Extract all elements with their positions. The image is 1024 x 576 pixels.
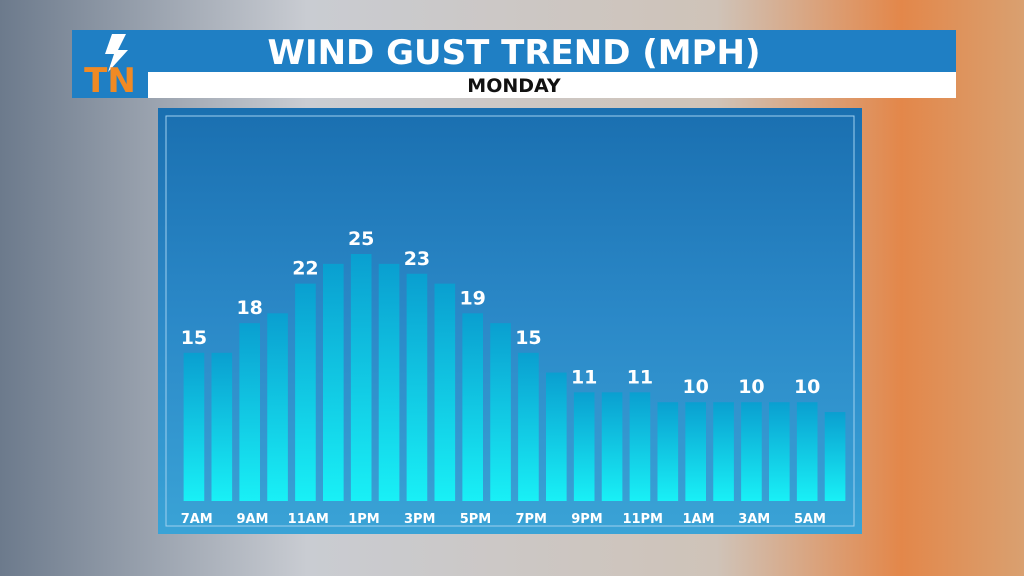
value-label: 10 — [682, 376, 708, 398]
plot-border — [165, 115, 855, 527]
x-tick-label: 5PM — [460, 512, 492, 527]
value-label: 23 — [404, 248, 430, 270]
bar — [462, 313, 484, 501]
value-label: 22 — [292, 258, 318, 280]
x-tick-label: 1AM — [682, 512, 714, 527]
title-bar — [72, 30, 956, 72]
bar — [267, 313, 288, 501]
value-label: 25 — [348, 228, 374, 250]
bar — [350, 254, 372, 501]
logo-bolt — [105, 34, 128, 72]
value-label: 11 — [571, 366, 597, 388]
chart-title: WIND GUST TREND (MPH) — [267, 33, 760, 73]
bar — [378, 263, 400, 501]
bar — [406, 273, 428, 501]
bar — [295, 283, 316, 501]
x-tick-label: 3AM — [738, 512, 770, 527]
x-tick-label: 5AM — [794, 512, 826, 527]
logo: TN — [84, 61, 136, 101]
bar — [183, 352, 205, 501]
bar — [490, 323, 511, 501]
bar — [824, 412, 846, 501]
bar — [685, 402, 707, 501]
bar — [629, 392, 651, 501]
value-label: 11 — [627, 366, 653, 388]
value-label: 18 — [236, 297, 262, 319]
x-tick-label: 1PM — [348, 512, 380, 527]
bar — [657, 402, 679, 501]
bar — [239, 323, 261, 501]
bar — [768, 402, 790, 501]
bar — [211, 352, 233, 501]
bar — [601, 392, 623, 501]
value-label: 15 — [181, 327, 207, 349]
bar — [545, 372, 567, 501]
value-label: 10 — [738, 376, 764, 398]
x-tick-label: 9PM — [571, 512, 603, 527]
bar — [741, 402, 762, 501]
value-label: 10 — [794, 376, 820, 398]
bar — [518, 352, 539, 501]
value-label: 19 — [459, 287, 485, 309]
x-tick-label: 3PM — [404, 512, 436, 527]
x-tick-label: 7AM — [181, 512, 213, 527]
bar — [434, 283, 456, 501]
subtitle-bar — [148, 72, 956, 98]
bar — [713, 402, 734, 501]
bar — [796, 402, 818, 501]
value-label: 15 — [515, 327, 541, 349]
x-tick-label: 7PM — [515, 512, 547, 527]
x-tick-label: 9AM — [236, 512, 268, 527]
x-tick-label: 11PM — [622, 512, 663, 527]
chart-subtitle: MONDAY — [467, 75, 561, 97]
bar — [322, 263, 344, 501]
bar — [573, 392, 595, 501]
x-tick-label: 11AM — [288, 512, 329, 527]
